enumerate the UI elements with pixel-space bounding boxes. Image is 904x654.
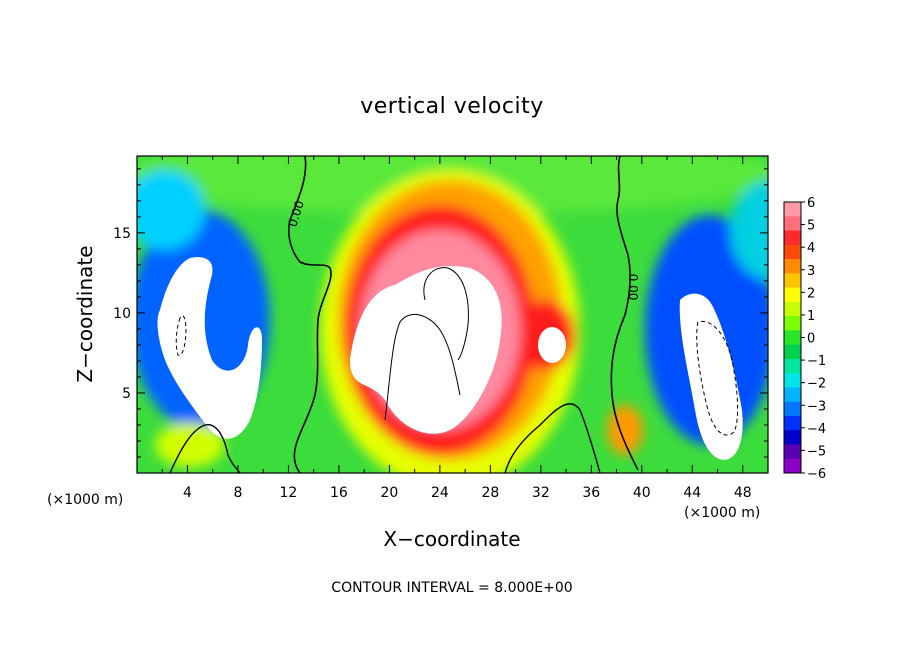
colorbar-swatch [784,387,801,403]
colorbar-labels: 6 5 4 3 2 1 0 −1 −2 −3 −4 −5 −6 [801,196,826,482]
colorbar-swatch [784,458,801,474]
y-axis-label: Z−coordinate [73,245,97,382]
y-tick-label: 10 [113,306,131,322]
colorbar-swatch [784,273,801,289]
x-unit-left: (×1000 m) [47,492,123,508]
field-white-right [538,327,566,363]
positive-contour-core [384,267,469,421]
colorbar [783,201,802,474]
x-tick-label: 28 [481,485,499,501]
colorbar-label: 4 [807,241,815,256]
x-tick-label: 36 [582,485,600,501]
colorbar-label: −6 [807,467,826,482]
colorbar-label: −4 [807,422,826,437]
colorbar-swatch [784,330,801,346]
colorbar-swatch [784,401,801,417]
zero-contour-bottom-mid [504,403,601,473]
field-white-right-plume [679,293,743,460]
colorbar-swatch [784,444,801,460]
contour-interval-note: CONTOUR INTERVAL = 8.000E+00 [331,580,572,596]
chart-title: vertical velocity [360,94,544,119]
x-tick-label: 48 [734,485,752,501]
colorbar-swatch [784,301,801,317]
field-white-left [157,257,262,439]
colorbar-label: 5 [807,219,815,234]
colorbar-swatch [784,430,801,445]
x-tick-label: 12 [280,485,298,501]
x-axis-label: X−coordinate [383,527,520,551]
x-axis-ticks: 4 8 12 16 20 24 28 32 36 40 44 48 [161,156,752,501]
colorbar-swatch [784,230,801,246]
colorbar-swatch [784,244,801,260]
colorbar-label: −1 [807,354,826,369]
colorbar-label: −5 [807,444,826,459]
colorbar-label: 0 [807,332,815,347]
colorbar-label: 6 [807,196,815,211]
colorbar-swatch [784,344,801,360]
x-tick-label: 40 [633,485,651,501]
y-tick-label: 5 [122,386,131,402]
colorbar-swatch [784,202,801,217]
colorbar-label: 1 [807,309,815,324]
x-tick-label: 20 [380,485,398,501]
plot-frame [136,155,769,474]
x-tick-label: 24 [431,485,449,501]
colorbar-swatch [784,259,801,274]
x-tick-label: 32 [532,485,550,501]
x-tick-label: 44 [683,485,701,501]
colorbar-label: −2 [807,377,826,392]
colorbar-swatch [784,373,801,388]
colorbar-swatch [784,216,801,232]
colorbar-swatch [784,415,801,431]
zero-contour-right [610,156,639,471]
contour-label-right: 0.00 [626,274,640,301]
heatmap-field [137,156,768,473]
y-tick-label: 15 [113,226,131,242]
x-tick-label: 4 [183,485,192,501]
field-yellow-low-left [155,423,225,467]
zero-contour-bottom-left [169,424,241,473]
x-tick-label: 16 [330,485,348,501]
negative-contour-left [175,315,187,356]
field-orange-low-right [607,405,643,455]
zero-contour-left [288,156,332,473]
colorbar-swatch [784,287,801,303]
y-axis-ticks: 5 10 15 [113,168,768,458]
field-cyan-right [730,180,768,280]
colorbar-swatch [784,358,801,374]
colorbar-label: 2 [807,286,815,301]
colorbar-label: 3 [807,264,815,279]
x-tick-label: 8 [233,485,242,501]
x-unit-right: (×1000 m) [684,505,760,521]
field-cyan-left [137,170,205,250]
negative-contour-right [696,320,739,436]
colorbar-swatch [784,316,801,331]
colorbar-label: −3 [807,399,826,414]
